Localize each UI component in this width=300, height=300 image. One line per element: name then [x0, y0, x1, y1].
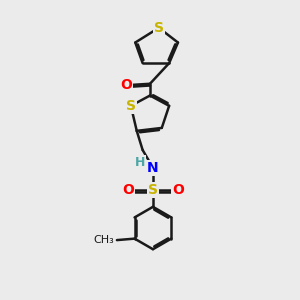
- Text: O: O: [172, 183, 184, 197]
- Text: S: S: [126, 99, 136, 113]
- Text: S: S: [154, 21, 164, 35]
- Text: O: O: [122, 183, 134, 197]
- Text: O: O: [121, 78, 132, 92]
- Text: H: H: [134, 156, 145, 169]
- Text: S: S: [148, 183, 158, 197]
- Text: N: N: [147, 161, 159, 175]
- Text: CH₃: CH₃: [94, 235, 115, 245]
